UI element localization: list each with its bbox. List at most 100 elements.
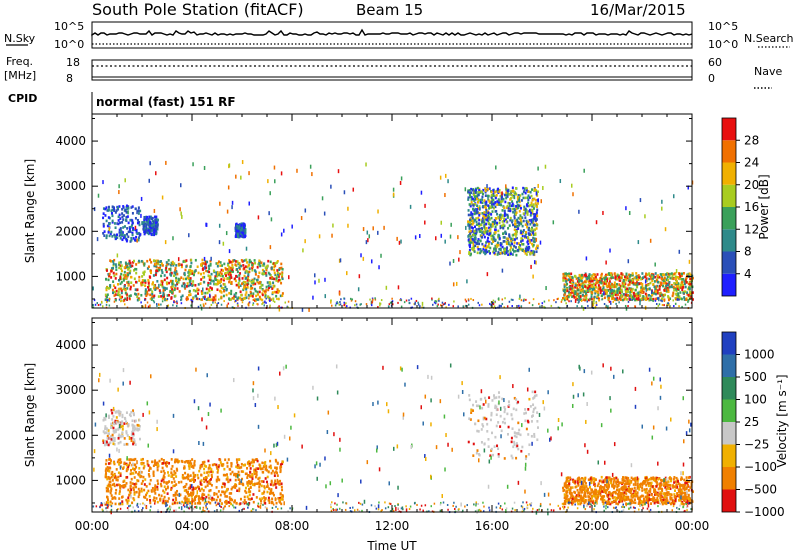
echo-cell [455, 281, 458, 286]
echo-cell [155, 226, 158, 229]
echo-cell [615, 289, 618, 293]
echo-cell [513, 195, 516, 200]
echo-cell [233, 259, 236, 262]
echo-cell [234, 226, 237, 230]
echo-cell [117, 222, 120, 226]
echo-cell [260, 284, 263, 287]
echo-cell [516, 242, 519, 245]
echo-cell [527, 201, 530, 205]
echo-cell [595, 303, 598, 306]
echo-cell [517, 248, 520, 252]
echo-cell [493, 247, 496, 250]
echo-cell [259, 297, 262, 301]
echo-cell [378, 265, 380, 270]
echo-cell [663, 304, 665, 307]
echo-cell [200, 497, 203, 501]
echo-cell [497, 215, 500, 219]
echo-cell [505, 184, 507, 189]
echo-cell [500, 224, 503, 228]
echo-cell [131, 419, 134, 423]
echo-cell [467, 298, 470, 301]
echo-cell [188, 493, 191, 497]
echo-cell [535, 218, 538, 221]
echo-cell [152, 223, 155, 227]
echo-cell [236, 235, 239, 238]
echo-cell [124, 288, 127, 292]
echo-cell [268, 487, 271, 490]
echo-cell [183, 285, 186, 289]
echo-cell [330, 299, 332, 302]
echo-cell [519, 217, 522, 221]
echo-cell [119, 282, 122, 286]
echo-cell [377, 209, 379, 214]
echo-cell [133, 428, 136, 432]
echo-cell [241, 224, 244, 228]
echo-cell [419, 305, 421, 308]
echo-cell [232, 270, 235, 273]
echo-cell [683, 280, 686, 283]
echo-cell [145, 294, 148, 298]
echo-cell [187, 274, 190, 278]
echo-cell [473, 225, 476, 229]
echo-cell [592, 273, 595, 276]
echo-cell [576, 292, 579, 296]
echo-cell [251, 473, 254, 477]
echo-cell [688, 287, 691, 291]
echo-cell [262, 465, 265, 468]
echo-cell [311, 172, 313, 177]
echo-cell [635, 283, 638, 287]
echo-cell [141, 278, 144, 282]
echo-cell [131, 436, 134, 440]
echo-cell [144, 222, 147, 226]
echo-cell [203, 304, 205, 307]
echo-cell [263, 486, 266, 490]
echo-cell [221, 274, 224, 278]
echo-cell [620, 288, 623, 292]
echo-cell [689, 284, 692, 287]
echo-cell [105, 486, 108, 490]
echo-cell [256, 290, 259, 294]
echo-cell [92, 304, 94, 307]
echo-cell [219, 264, 222, 268]
echo-cell [123, 277, 126, 280]
echo-cell [117, 411, 120, 415]
echo-cell [229, 501, 232, 505]
echo-cell [147, 265, 150, 269]
echo-cell [534, 219, 537, 222]
echo-cell [118, 234, 121, 237]
echo-cell [108, 298, 111, 301]
echo-cell [519, 214, 522, 217]
echo-cell [679, 275, 682, 279]
echo-cell [600, 272, 603, 276]
echo-cell [112, 442, 115, 446]
echo-cell [173, 301, 175, 304]
echo-cell [486, 184, 488, 189]
echo-cell [214, 301, 216, 304]
echo-cell [691, 298, 694, 301]
echo-cell [254, 458, 257, 461]
echo-cell [105, 459, 108, 462]
echo-cell [192, 273, 195, 277]
echo-cell [279, 498, 282, 502]
echo-cell [163, 274, 166, 277]
echo-cell [490, 200, 493, 204]
echo-cell [174, 284, 177, 287]
echo-cell [248, 460, 251, 463]
echo-cell [121, 413, 124, 417]
cpid-label: CPID [8, 92, 37, 105]
echo-cell [116, 222, 119, 225]
echo-cell [610, 294, 613, 298]
echo-cell [421, 301, 424, 306]
echo-cell [521, 216, 524, 220]
echo-cell [515, 234, 517, 239]
echo-cell [136, 427, 139, 430]
echo-cell [415, 299, 418, 302]
echo-cell [584, 285, 587, 288]
echo-cell [253, 269, 256, 272]
echo-cell [118, 484, 121, 487]
echo-cell [540, 199, 543, 204]
echo-cell [629, 291, 632, 294]
echo-cell [681, 280, 684, 284]
echo-cell [229, 260, 232, 264]
echo-cell [173, 288, 176, 292]
